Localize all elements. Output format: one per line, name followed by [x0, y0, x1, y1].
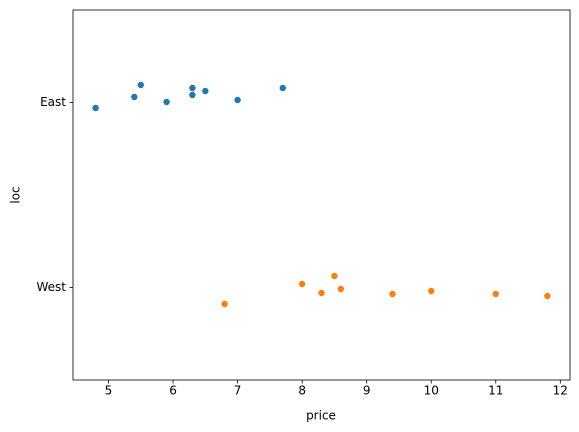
x-tick-label: 10	[424, 384, 439, 398]
y-tick-label: West	[36, 280, 66, 294]
point	[131, 93, 138, 101]
x-tick-label: 12	[553, 384, 568, 398]
point	[389, 290, 396, 298]
x-tick-label: 9	[363, 384, 371, 398]
point	[544, 292, 551, 300]
point	[428, 287, 435, 295]
point	[318, 289, 325, 297]
x-axis-label: price	[306, 409, 336, 423]
point	[189, 84, 196, 92]
y-axis-label: loc	[9, 186, 23, 203]
plot-frame	[72, 9, 571, 381]
point	[298, 280, 306, 288]
point	[337, 285, 345, 293]
point	[163, 98, 170, 106]
point	[279, 84, 286, 92]
point	[221, 300, 228, 308]
y-tick-label: East	[40, 95, 66, 109]
point	[189, 91, 196, 99]
point	[331, 272, 338, 280]
x-tick-label: 6	[169, 384, 177, 398]
point	[234, 96, 241, 104]
x-tick-label: 8	[298, 384, 306, 398]
point	[202, 87, 209, 95]
x-tick-label: 5	[105, 384, 113, 398]
x-tick-label: 7	[234, 384, 242, 398]
point	[492, 290, 499, 298]
x-tick-label: 11	[488, 384, 503, 398]
point	[137, 81, 144, 89]
point	[92, 104, 99, 112]
